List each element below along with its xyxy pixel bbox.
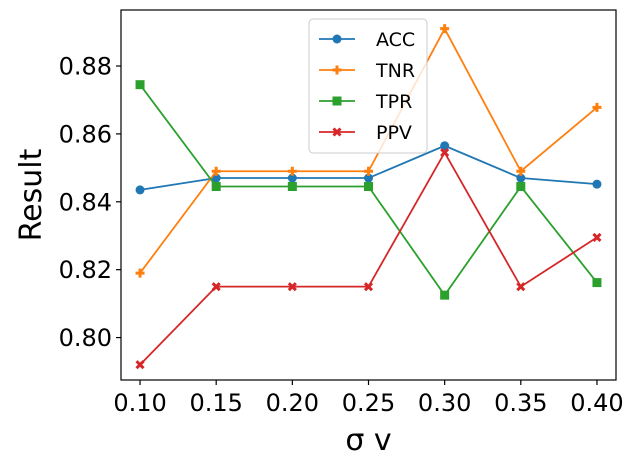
data-point-ppv — [440, 148, 450, 158]
x-tick-label: 0.25 — [342, 389, 395, 417]
data-point-tpr — [516, 182, 526, 192]
data-point-acc — [516, 173, 526, 183]
y-tick-label: 0.80 — [59, 324, 112, 352]
x-tick-label: 0.15 — [189, 389, 242, 417]
legend-marker-ppv — [332, 127, 342, 137]
x-tick-label: 0.30 — [418, 389, 471, 417]
data-point-tnr — [516, 166, 526, 176]
data-point-tnr — [287, 166, 297, 176]
x-tick-label: 0.40 — [570, 389, 623, 417]
y-axis-label: Result — [14, 148, 49, 241]
series-layer — [135, 24, 602, 370]
data-point-acc — [211, 173, 221, 183]
data-point-tnr — [364, 166, 373, 176]
data-point-tpr — [287, 182, 297, 192]
data-point-acc — [440, 141, 450, 151]
series-ppv — [135, 148, 602, 370]
data-point-tpr — [135, 80, 145, 90]
data-point-tnr — [440, 24, 450, 34]
data-point-acc — [592, 179, 602, 189]
y-tick-label: 0.88 — [59, 53, 112, 81]
x-tick-label: 0.10 — [113, 389, 166, 417]
legend: ACC TNR TPR PPV — [308, 18, 428, 154]
legend-label-tpr: TPR — [375, 91, 412, 113]
y-tick-label: 0.84 — [59, 188, 112, 216]
data-point-ppv — [211, 282, 221, 292]
series-tpr — [135, 80, 602, 300]
series-tnr — [135, 24, 602, 278]
data-point-tpr — [440, 290, 450, 300]
data-point-acc — [135, 185, 145, 195]
series-acc — [135, 141, 602, 195]
data-point-ppv — [135, 360, 145, 370]
data-point-tnr — [211, 166, 221, 176]
legend-box — [308, 18, 428, 154]
legend-item-tnr: TNR — [319, 60, 415, 82]
data-point-acc — [364, 173, 373, 183]
ticks-layer: 0.10 0.15 0.20 0.25 0.30 0.35 0.40 0.80 0.82 0.84… — [59, 53, 624, 417]
data-point-tnr — [135, 268, 145, 278]
legend-item-ppv: PPV — [319, 122, 412, 144]
y-tick-label: 0.82 — [59, 256, 112, 284]
legend-marker-tpr — [332, 96, 342, 106]
data-point-tpr — [592, 278, 602, 288]
legend-label-acc: ACC — [376, 29, 415, 51]
y-tick-label: 0.86 — [59, 120, 112, 148]
x-axis-label: σ v — [345, 423, 391, 458]
data-point-ppv — [287, 282, 297, 292]
x-tick-label: 0.20 — [266, 389, 319, 417]
data-point-acc — [287, 173, 297, 183]
data-point-tpr — [211, 182, 221, 192]
legend-marker-tnr — [332, 65, 342, 75]
legend-marker-acc — [332, 34, 342, 44]
legend-item-acc: ACC — [319, 29, 415, 51]
data-point-tnr — [592, 102, 602, 112]
legend-label-tnr: TNR — [375, 60, 415, 82]
data-point-ppv — [363, 282, 374, 292]
data-point-tpr — [364, 182, 373, 192]
data-point-ppv — [516, 282, 526, 292]
legend-label-ppv: PPV — [376, 122, 412, 144]
data-point-ppv — [592, 232, 602, 242]
legend-item-tpr: TPR — [319, 91, 412, 113]
x-tick-label: 0.35 — [494, 389, 547, 417]
